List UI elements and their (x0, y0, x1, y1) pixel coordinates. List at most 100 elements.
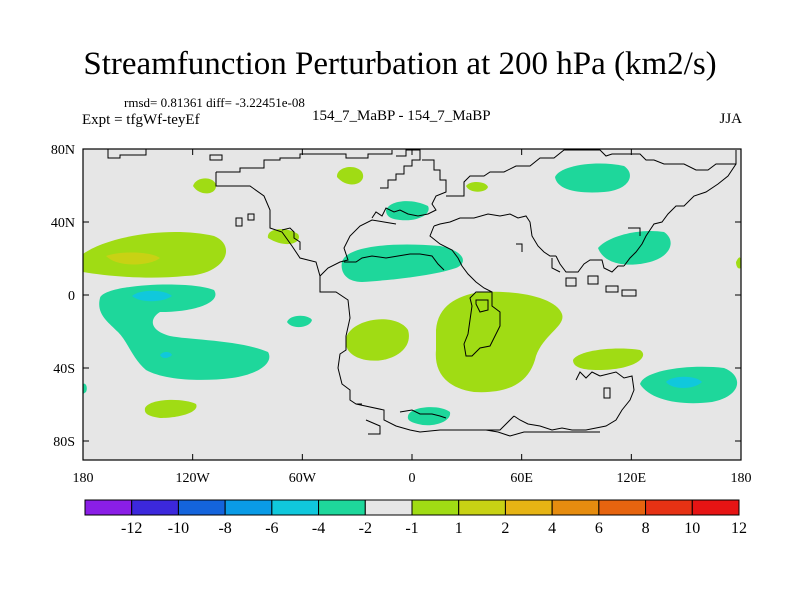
coastline (216, 150, 393, 173)
comparison-label: 154_7_MaBP - 154_7_MaBP (312, 108, 491, 124)
colorbar-label: 10 (684, 520, 700, 537)
coastline (603, 387, 611, 399)
coastline (247, 213, 255, 221)
coastline (475, 299, 489, 313)
colorbar-label: -12 (121, 520, 142, 537)
coastlines (107, 149, 737, 437)
coastline (371, 159, 447, 219)
colorbar-label: 1 (455, 520, 463, 537)
coastline (355, 403, 515, 433)
coastline (235, 217, 243, 227)
coastline (516, 243, 523, 252)
coastline (587, 275, 599, 285)
coastline (605, 285, 619, 293)
contour-region (267, 229, 299, 245)
contour-region (83, 232, 227, 278)
x-tick-label: 120E (617, 471, 647, 486)
colorbar-swatch (598, 499, 647, 516)
y-tick-label: 0 (68, 289, 75, 304)
season-label: JJA (719, 111, 742, 127)
colorbar-label: 2 (501, 520, 509, 537)
coastline (365, 419, 381, 435)
colorbar-label: -2 (359, 520, 372, 537)
coastline (551, 258, 561, 273)
coastline (433, 213, 556, 257)
colorbar-label: -10 (168, 520, 189, 537)
coastline (565, 277, 577, 287)
colorbar-swatch (364, 499, 413, 516)
colorbar-swatch (84, 499, 133, 516)
coastline (215, 172, 397, 277)
contour-region (99, 284, 270, 380)
colorbar-swatch (645, 499, 693, 516)
colorbar-label: -1 (405, 520, 418, 537)
x-tick-label: 0 (409, 471, 416, 486)
coastline (623, 163, 737, 267)
x-tick-label: 60E (510, 471, 533, 486)
colorbar-swatch (691, 499, 740, 516)
colorbar-label: 12 (731, 520, 747, 537)
x-tick-label: 180 (73, 471, 94, 486)
colorbar-label: 8 (642, 520, 650, 537)
coastline (319, 276, 362, 405)
contour-region (336, 166, 364, 185)
x-tick-label: 120W (176, 471, 211, 486)
coastline (485, 429, 600, 437)
coastline (399, 409, 447, 419)
y-tick-label: 40S (53, 362, 75, 377)
colorbar-label: 4 (548, 520, 556, 537)
x-tick-label: 60W (289, 471, 317, 486)
y-tick-label: 80N (51, 143, 75, 158)
colorbar-swatch (224, 499, 273, 516)
colorbar-swatch (318, 499, 366, 516)
coastline (429, 225, 493, 293)
colorbar-swatch (551, 499, 600, 516)
colorbar-label: -6 (265, 520, 278, 537)
contour-region (287, 315, 312, 328)
contour-region (341, 244, 463, 282)
y-tick-label: 80S (53, 435, 75, 450)
coastline (209, 154, 223, 161)
coastline (463, 291, 501, 357)
coastline (344, 253, 445, 271)
experiment-label: Expt = tfgWf-teyEf (82, 112, 200, 128)
contour-region (666, 376, 702, 388)
contour-region (83, 383, 87, 394)
contour-fills (83, 163, 741, 426)
contour-region (144, 399, 197, 418)
contour-region (435, 291, 563, 393)
coastline (555, 255, 624, 273)
colorbar-label: 6 (595, 520, 603, 537)
contour-region (407, 407, 451, 426)
colorbar-swatch (177, 499, 226, 516)
coastline (107, 149, 147, 159)
coastline (575, 371, 601, 381)
contour-region (160, 352, 172, 358)
rmsd-stats: rmsd= 0.81361 diff= -3.22451e-08 (124, 95, 305, 110)
coastline (281, 227, 301, 250)
coastline (380, 149, 421, 189)
contour-region (555, 163, 630, 193)
x-tick-label: 180 (731, 471, 752, 486)
coastline (621, 289, 637, 297)
coastline (513, 371, 635, 431)
coastline (628, 227, 641, 236)
colorbar-swatch (411, 499, 460, 516)
contour-region (132, 290, 172, 302)
colorbar-swatch (458, 499, 506, 516)
colorbar-label: -4 (312, 520, 325, 537)
contour-region (106, 252, 160, 265)
contour-region (193, 178, 217, 194)
axes: 180 120W 60W 0 60E 120E 180 80N 40N 0 40S 80S (51, 143, 752, 486)
contour-region (736, 257, 741, 269)
contour-region (573, 348, 644, 370)
contour-region (466, 181, 488, 192)
contour-region (345, 319, 409, 361)
colorbar-swatch (271, 499, 320, 516)
colorbar-label: -8 (218, 520, 231, 537)
coastline (446, 149, 737, 197)
colorbar: -12 -10 -8 -6 -4 -2 -1 1 2 4 6 8 10 12 (84, 499, 747, 537)
colorbar-swatch (504, 499, 553, 516)
plot-title: Streamfunction Perturbation at 200 hPa (… (83, 46, 717, 82)
